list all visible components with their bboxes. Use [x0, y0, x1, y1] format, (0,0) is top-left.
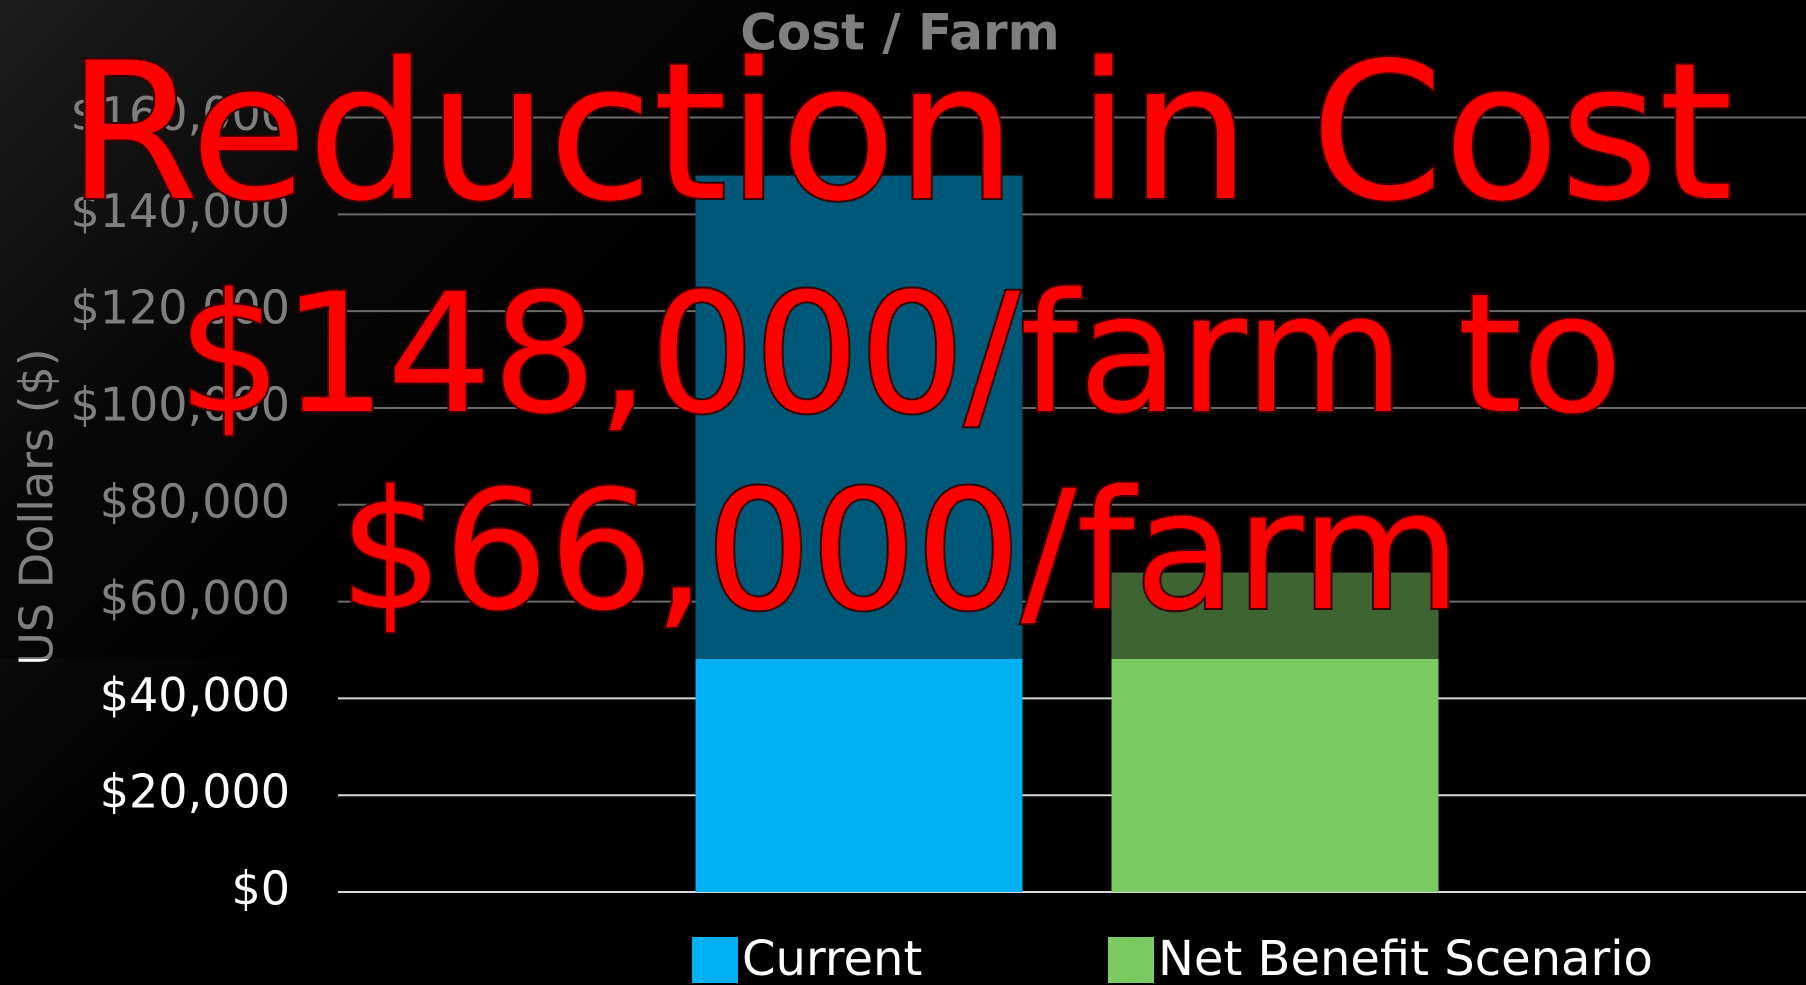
y-tick-label: $40,000 — [100, 668, 290, 722]
legend-label: Net Benefit Scenario — [1158, 931, 1653, 985]
annotation: $148,000/farm to — [177, 258, 1623, 450]
legend-label: Current — [742, 931, 922, 985]
legend-swatch — [692, 937, 738, 983]
annotation: $66,000/farm — [339, 455, 1462, 647]
annotation: Reduction in Cost — [67, 22, 1733, 243]
y-tick-label: $0 — [231, 862, 290, 916]
y-tick-label: $20,000 — [100, 765, 290, 819]
dim-overlay — [0, 0, 1806, 659]
legend-swatch — [1108, 937, 1154, 983]
